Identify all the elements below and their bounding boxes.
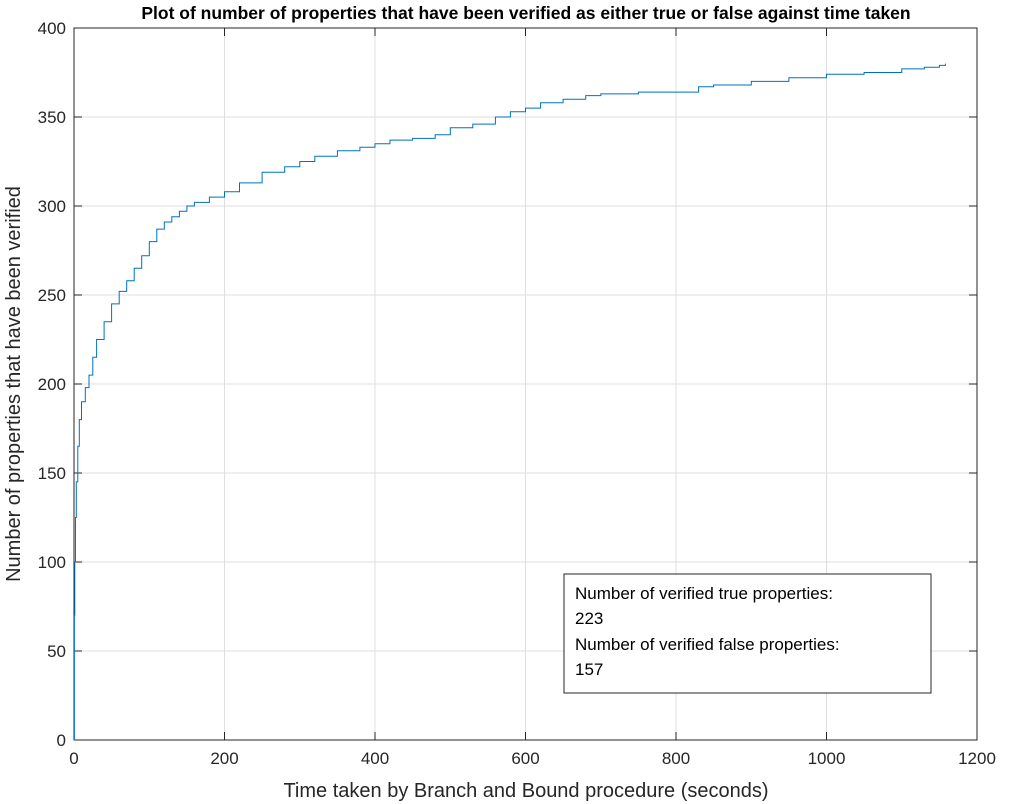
x-tick-label: 400: [361, 749, 389, 768]
x-tick-label: 800: [662, 749, 690, 768]
x-tick-label: 1200: [958, 749, 996, 768]
annotation-box: Number of verified true properties: 223 …: [563, 573, 932, 694]
verified-count-line: [73, 63, 946, 741]
y-tick-label: 150: [38, 464, 66, 483]
annotation-frame: [563, 573, 932, 694]
y-tick-label: 100: [38, 553, 66, 572]
y-tick-label: 350: [38, 108, 66, 127]
annotation-true-count: 223: [575, 609, 603, 628]
y-tick-label: 300: [38, 197, 66, 216]
y-tick-label: 200: [38, 375, 66, 394]
x-tick-label: 1000: [808, 749, 846, 768]
x-axis-label: Time taken by Branch and Bound procedure…: [283, 780, 768, 802]
y-tick-label: 250: [38, 286, 66, 305]
x-tick-label: 200: [210, 749, 238, 768]
annotation-false-count: 157: [575, 660, 603, 679]
annotation-false-label: Number of verified false properties:: [575, 635, 840, 654]
y-tick-label: 50: [47, 642, 66, 661]
y-tick-labels: 0 50 100 150 200 250 300 350 400: [38, 19, 66, 750]
y-tick-label: 0: [57, 731, 66, 750]
x-tick-label: 0: [69, 749, 78, 768]
chart-title: Plot of number of properties that have b…: [141, 3, 910, 23]
axis-ticks: [73, 27, 978, 741]
x-tick-label: 600: [511, 749, 539, 768]
y-axis-label: Number of properties that have been veri…: [3, 186, 25, 582]
y-tick-label: 400: [38, 19, 66, 38]
x-tick-labels: 0 200 400 600 800 1000 1200: [69, 749, 996, 768]
annotation-true-label: Number of verified true properties:: [575, 584, 833, 603]
